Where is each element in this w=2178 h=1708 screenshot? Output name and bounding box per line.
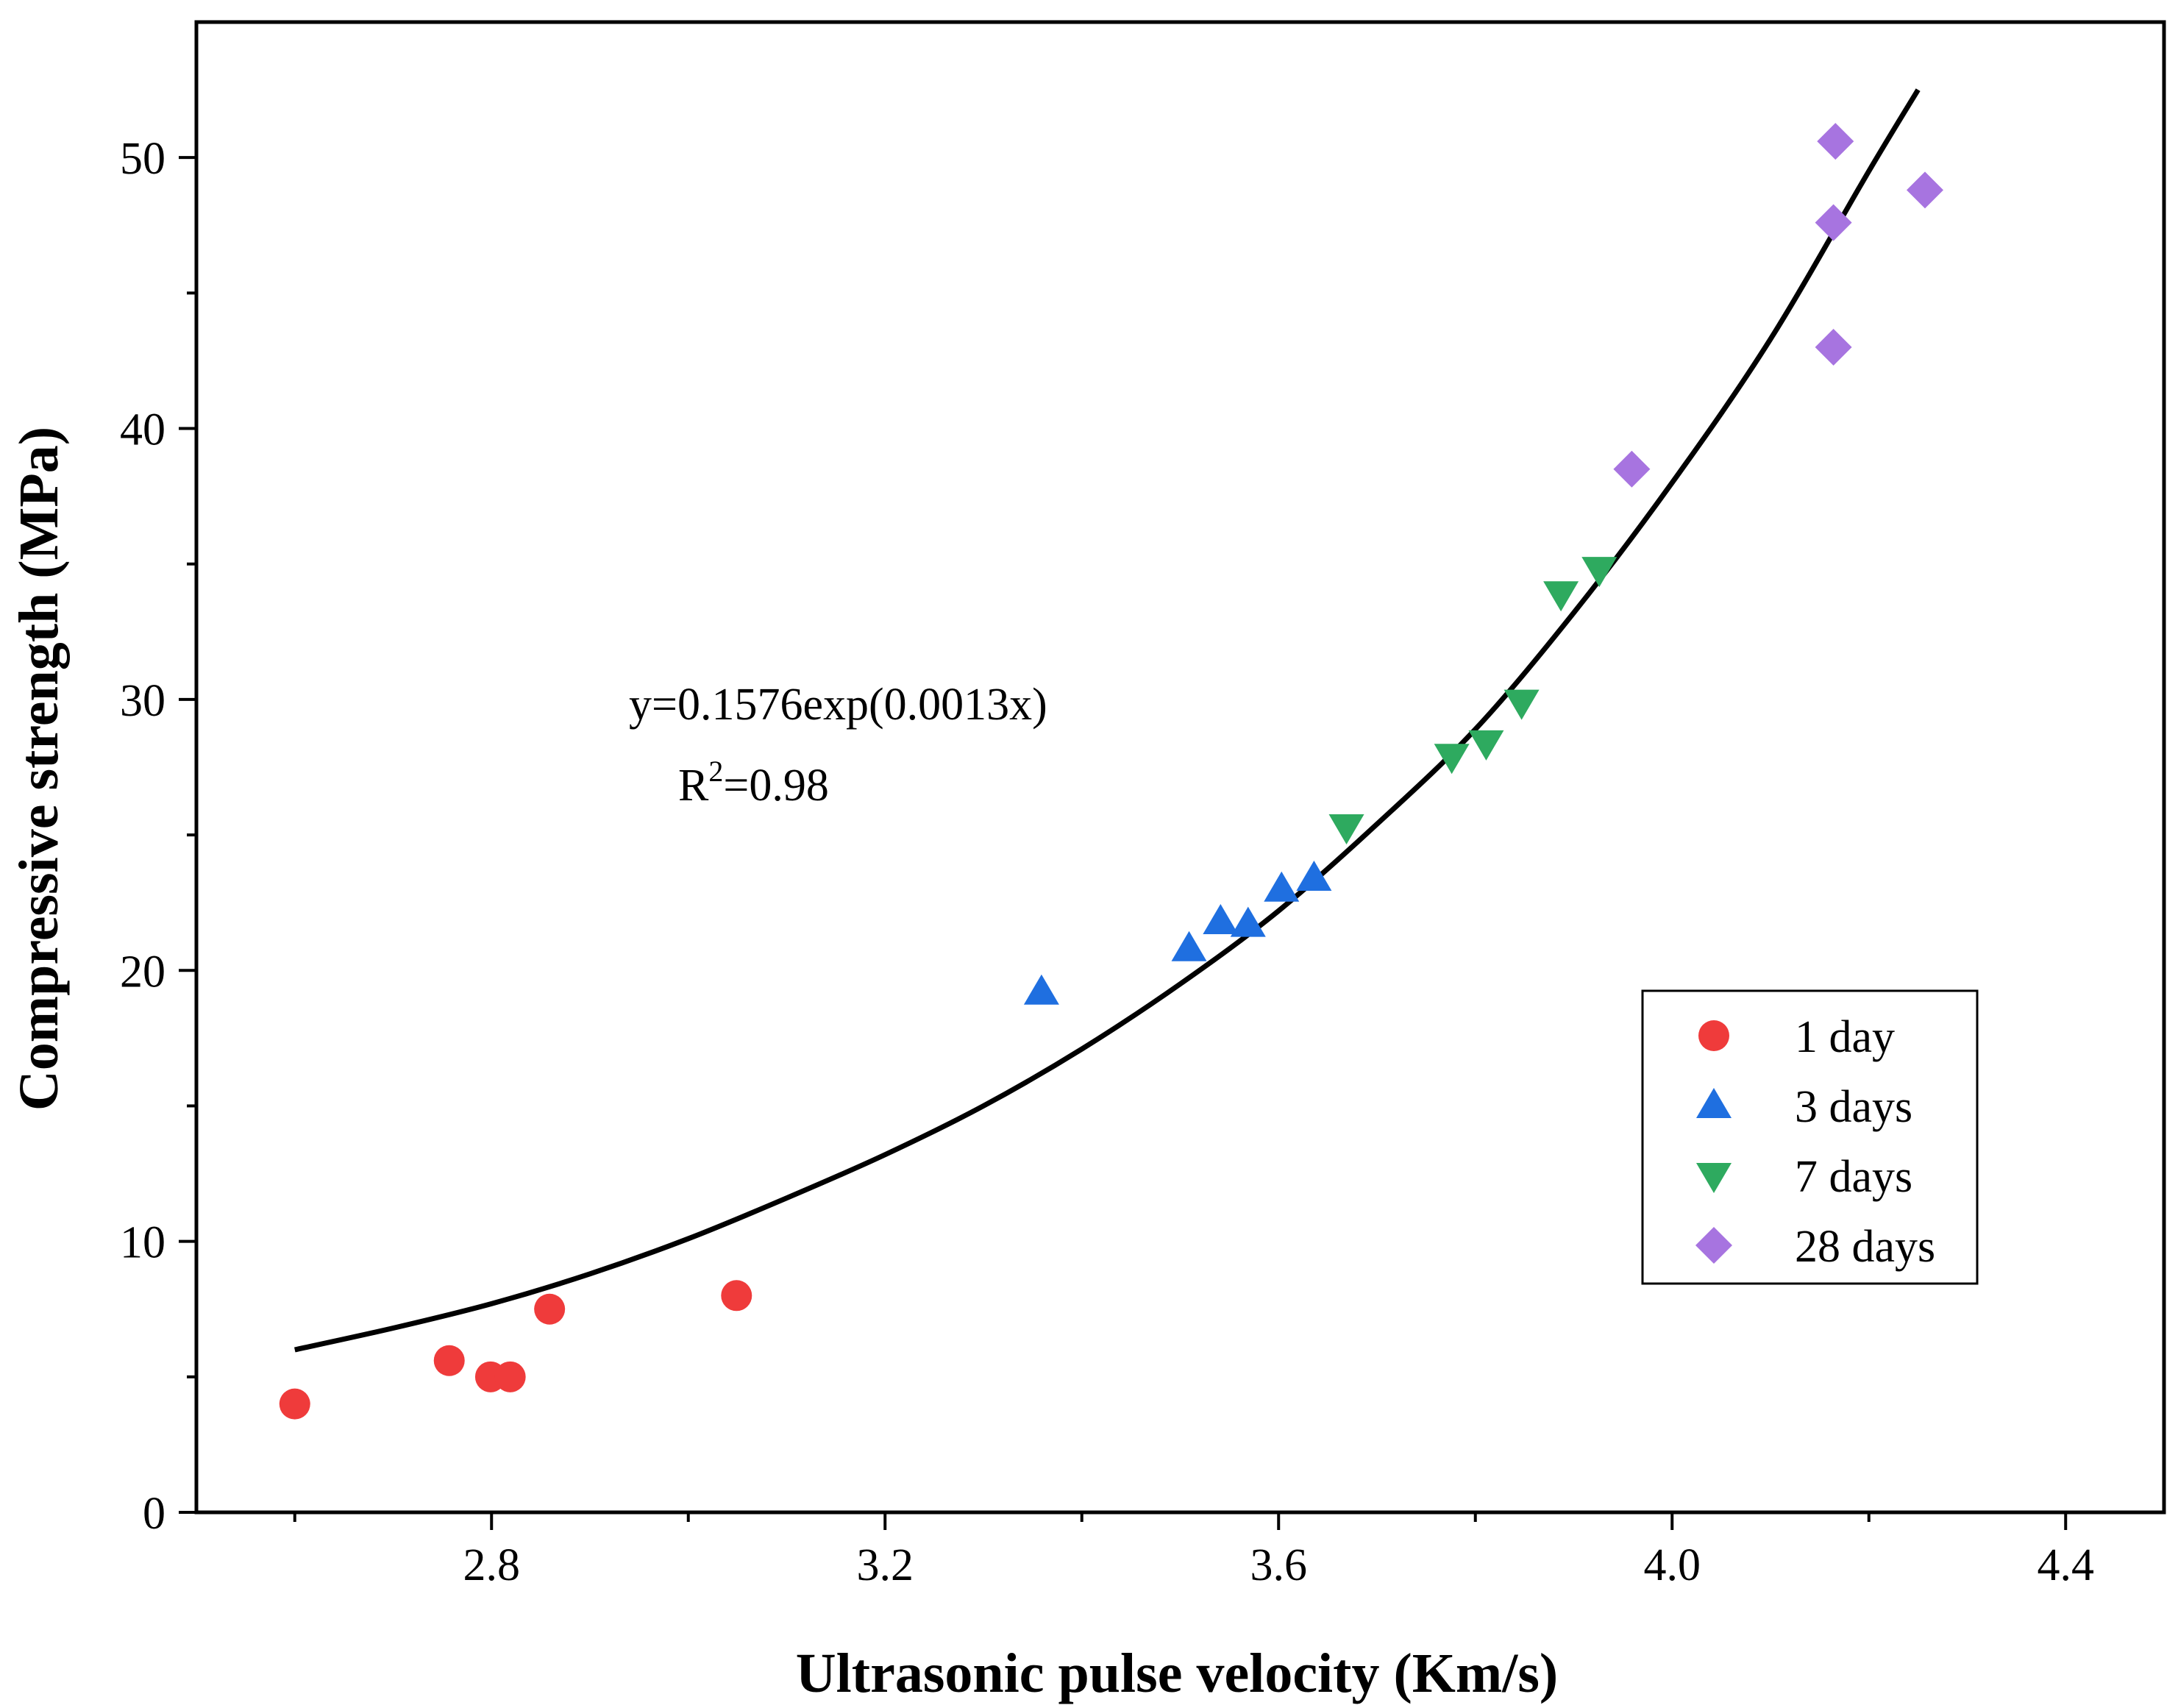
x-tick-label: 2.8	[463, 1540, 521, 1590]
legend-box	[1641, 989, 1979, 1285]
x-axis-ticks	[293, 1512, 2068, 1530]
7-days-point	[1543, 581, 1579, 612]
r-squared-annotation: R2=0.98	[678, 755, 829, 811]
r-squared-value: =0.98	[723, 761, 828, 811]
y-tick-label: 40	[120, 405, 166, 455]
28-days-point	[1815, 329, 1852, 366]
legend-label-1-day: 1 day	[1795, 1012, 1895, 1062]
28-days-point	[1815, 204, 1852, 241]
legend-marker-28-days	[1695, 1227, 1732, 1264]
legend: 1 day 3 days 7 days 28 days	[1641, 989, 1979, 1285]
legend-marker-3-days	[1696, 1088, 1732, 1118]
x-axis-title: Ultrasonic pulse velocity (Km/s)	[796, 1643, 1558, 1704]
fit-equation: y=0.1576exp(0.0013x)	[629, 680, 1047, 730]
y-tick-label: 30	[120, 676, 166, 726]
28-days-point	[1906, 171, 1943, 209]
7-days-point	[1434, 744, 1470, 775]
fit-curve	[293, 88, 1921, 1353]
1-day-point	[534, 1293, 566, 1325]
7-days-point	[1503, 689, 1540, 720]
y-axis-ticks	[179, 156, 196, 1514]
plot-frame	[194, 20, 2166, 1515]
y-tick-label: 20	[120, 947, 166, 997]
1-day-point	[279, 1388, 310, 1420]
3-days-point	[1203, 903, 1239, 934]
1-day-point	[494, 1361, 526, 1392]
r-squared-label: R	[678, 761, 709, 811]
28-days-point	[1613, 450, 1651, 488]
1-day-point	[433, 1345, 465, 1376]
legend-marker-7-days	[1696, 1163, 1732, 1193]
y-axis-tick-labels: 0 10 20 30 40 50	[120, 134, 166, 1539]
x-tick-label: 3.6	[1250, 1540, 1308, 1590]
3-days-point	[1230, 906, 1266, 937]
legend-marker-1-day	[1698, 1020, 1729, 1051]
legend-label-28-days: 28 days	[1795, 1222, 1935, 1272]
y-axis-title: Compressive strength (MPa)	[8, 427, 70, 1111]
x-axis-tick-labels: 2.8 3.2 3.6 4.0 4.4	[463, 1540, 2095, 1590]
7-days-point	[1328, 814, 1364, 845]
7-days-point	[1468, 730, 1504, 761]
x-tick-label: 4.0	[1644, 1540, 1701, 1590]
x-tick-label: 3.2	[857, 1540, 914, 1590]
y-tick-label: 0	[143, 1489, 166, 1539]
7-days-point	[1581, 557, 1618, 588]
data-points	[279, 123, 1943, 1420]
1-day-point	[721, 1280, 752, 1312]
3-days-point	[1171, 930, 1207, 961]
3-days-point	[1296, 861, 1332, 892]
3-days-point	[1264, 871, 1300, 902]
legend-label-3-days: 3 days	[1795, 1082, 1912, 1132]
28-days-point	[1817, 123, 1854, 160]
legend-label-7-days: 7 days	[1795, 1152, 1912, 1202]
r-squared-superscript: 2	[708, 755, 723, 788]
y-tick-label: 50	[120, 134, 166, 184]
3-days-point	[1023, 974, 1059, 1005]
y-tick-label: 10	[120, 1218, 166, 1268]
x-tick-label: 4.4	[2038, 1540, 2095, 1590]
